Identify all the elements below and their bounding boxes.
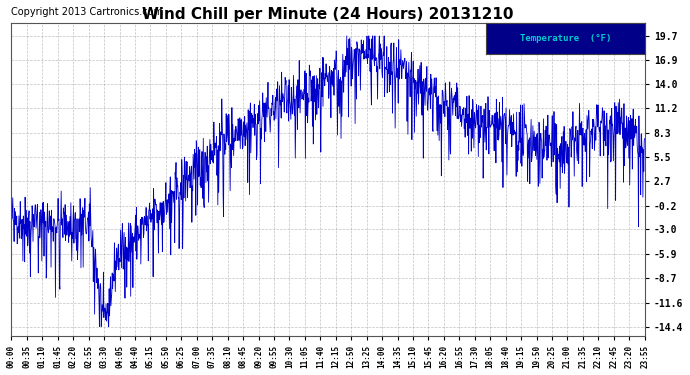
Text: Copyright 2013 Cartronics.com: Copyright 2013 Cartronics.com — [12, 7, 164, 17]
Title: Wind Chill per Minute (24 Hours) 20131210: Wind Chill per Minute (24 Hours) 2013121… — [142, 7, 514, 22]
